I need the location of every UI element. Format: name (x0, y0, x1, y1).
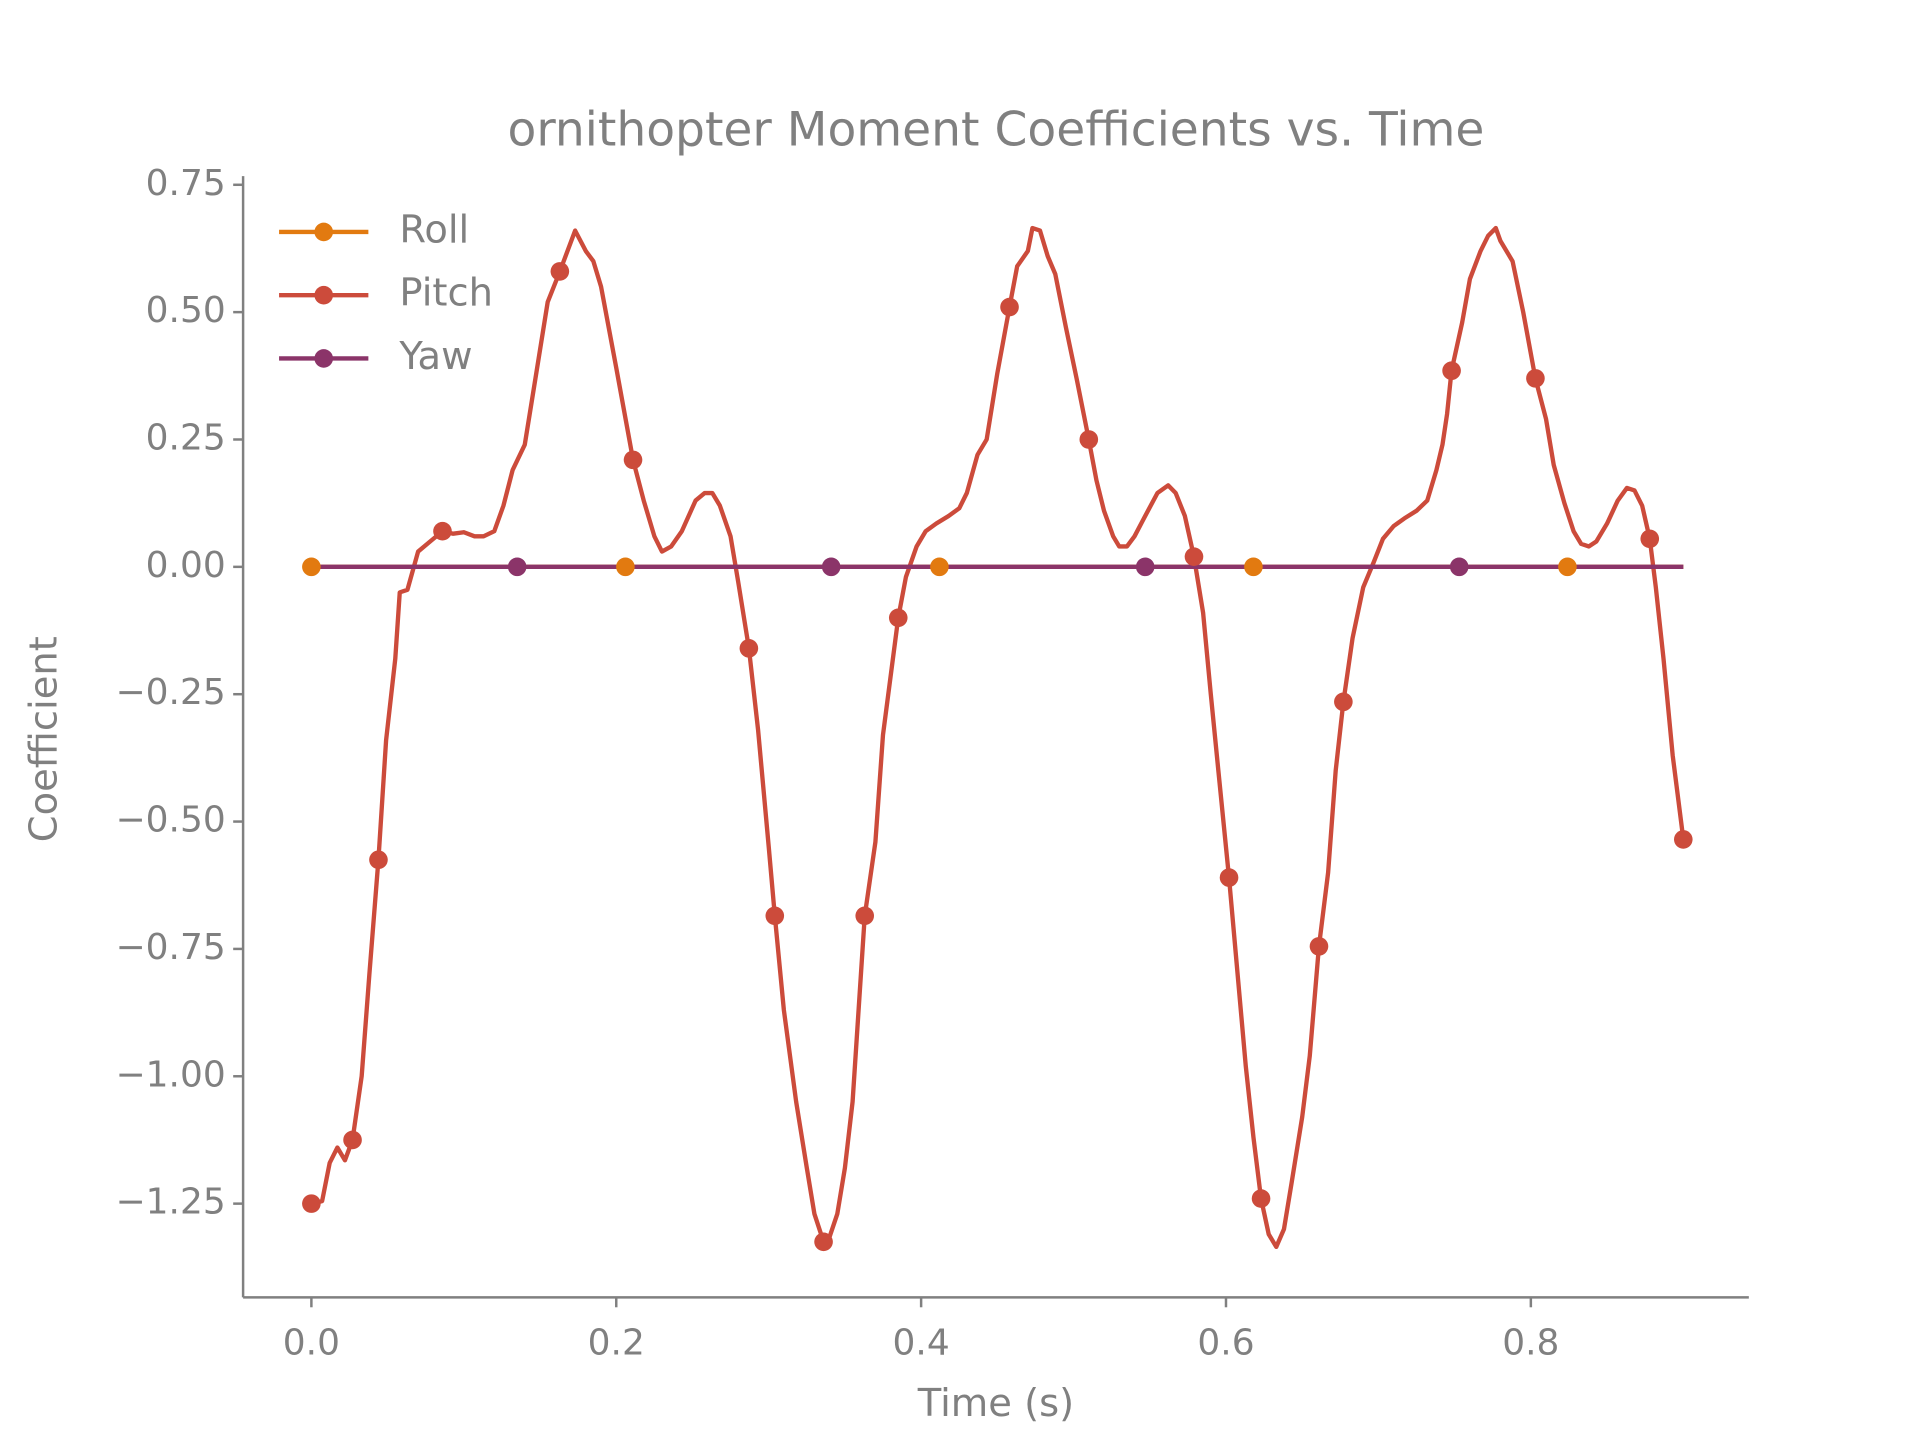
x-axis-label: Time (s) (917, 1381, 1074, 1426)
y-tick-label: −0.25 (116, 672, 226, 713)
y-tick-label: 0.75 (146, 163, 226, 204)
series-marker (765, 906, 785, 926)
chart-title: ornithopter Moment Coefficients vs. Time (508, 103, 1485, 158)
y-tick-label: −1.00 (116, 1054, 226, 1095)
series-marker (1244, 557, 1263, 577)
series-marker (369, 850, 388, 870)
series-marker (302, 557, 321, 577)
x-tick-label: 0.2 (588, 1322, 645, 1363)
series-marker (550, 262, 570, 281)
series-marker (1135, 557, 1155, 577)
y-tick-label: −1.25 (116, 1182, 226, 1223)
x-tick-label: 0.8 (1502, 1322, 1559, 1363)
legend-marker (314, 222, 334, 242)
series-marker (1184, 547, 1204, 566)
series-marker (814, 1232, 833, 1252)
series-marker (1079, 430, 1099, 449)
series-marker (433, 521, 452, 541)
series-marker (888, 608, 908, 628)
x-tick-label: 0.0 (283, 1322, 340, 1363)
y-tick-label: 0.25 (146, 417, 226, 458)
series-marker (302, 1194, 321, 1213)
y-tick-label: 0.50 (146, 290, 226, 331)
legend-label: Roll (399, 207, 469, 252)
legend-label: Pitch (399, 271, 493, 316)
y-tick-label: 0.00 (146, 545, 226, 586)
series-marker (739, 639, 759, 658)
series-marker (1449, 557, 1469, 577)
series-marker (930, 557, 949, 577)
legend-marker (314, 285, 334, 305)
y-axis-label: Coefficient (21, 636, 66, 842)
series-marker (1558, 557, 1577, 577)
series-marker (1526, 369, 1545, 388)
series-marker (1309, 937, 1329, 956)
y-tick-label: −0.50 (116, 800, 226, 841)
legend-label: Yaw (398, 334, 472, 379)
legend-marker (314, 349, 334, 368)
series-marker (343, 1130, 362, 1150)
x-tick-label: 0.4 (893, 1322, 950, 1363)
series-marker (821, 557, 841, 577)
x-tick-label: 0.6 (1197, 1322, 1254, 1363)
series-marker (1334, 692, 1353, 712)
series-marker (1442, 361, 1461, 381)
series-marker (616, 557, 635, 577)
series-marker (1000, 297, 1019, 317)
series-marker (1673, 830, 1693, 849)
series-marker (507, 557, 527, 577)
y-tick-label: −0.75 (116, 927, 226, 968)
series-marker (1640, 529, 1660, 549)
series-line (310, 225, 1686, 1250)
series-marker (623, 450, 643, 470)
series-marker (1251, 1189, 1271, 1208)
series-marker (855, 906, 875, 926)
series-marker (1219, 868, 1239, 887)
